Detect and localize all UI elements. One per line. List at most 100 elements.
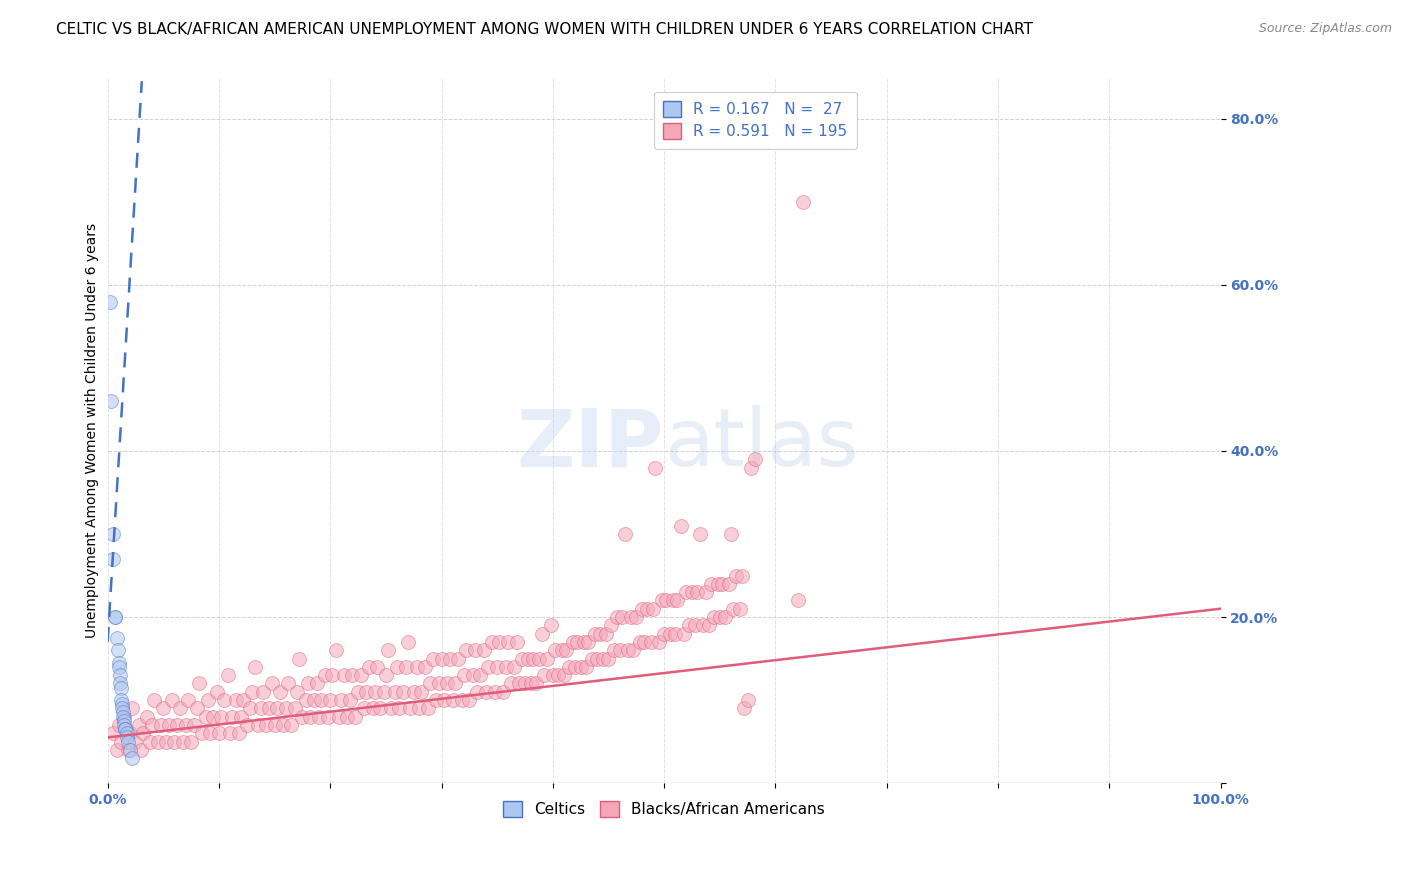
Point (194, 709, 217, 723)
Point (364, 684, 387, 698)
Point (332, 668, 354, 682)
Point (522, 651, 544, 665)
Point (508, 676, 530, 690)
Point (297, 676, 319, 690)
Point (350, 668, 373, 682)
Point (302, 693, 325, 707)
Point (703, 610, 725, 624)
Point (464, 643, 486, 657)
Point (540, 618, 562, 632)
Point (111, 701, 134, 715)
Point (380, 701, 402, 715)
Point (388, 701, 411, 715)
Point (396, 635, 419, 649)
Point (644, 460, 666, 475)
Point (588, 626, 610, 640)
Point (422, 651, 444, 665)
Point (117, 734, 139, 748)
Point (174, 718, 197, 732)
Point (374, 668, 396, 682)
Point (733, 701, 755, 715)
Point (533, 668, 555, 682)
Point (373, 684, 395, 698)
Point (280, 718, 302, 732)
Point (180, 734, 202, 748)
Point (740, 460, 762, 475)
Point (308, 709, 330, 723)
Point (444, 676, 467, 690)
Point (695, 585, 717, 599)
Point (395, 660, 418, 674)
Point (135, 709, 157, 723)
Point (111, 697, 134, 711)
Point (112, 718, 135, 732)
Point (621, 643, 644, 657)
Point (103, 726, 125, 740)
Point (617, 643, 640, 657)
Point (529, 651, 551, 665)
Point (103, 527, 125, 541)
Point (731, 568, 754, 582)
Point (744, 452, 766, 467)
Point (651, 593, 673, 607)
Point (336, 709, 359, 723)
Point (544, 643, 567, 657)
Point (186, 701, 208, 715)
Point (441, 693, 464, 707)
Point (316, 709, 339, 723)
Point (652, 626, 675, 640)
Point (477, 660, 499, 674)
Point (208, 726, 231, 740)
Point (655, 593, 678, 607)
Point (628, 635, 651, 649)
Point (169, 701, 191, 715)
Point (792, 194, 814, 209)
Point (399, 701, 422, 715)
Point (104, 610, 127, 624)
Point (354, 684, 377, 698)
Point (166, 718, 188, 732)
Point (266, 701, 288, 715)
Point (115, 731, 138, 745)
Point (284, 701, 307, 715)
Point (139, 734, 162, 748)
Point (484, 684, 506, 698)
Point (669, 518, 692, 533)
Point (630, 601, 652, 615)
Point (640, 635, 662, 649)
Text: atlas: atlas (664, 405, 859, 483)
Point (472, 643, 495, 657)
Point (110, 681, 132, 695)
Point (110, 734, 132, 748)
Point (305, 676, 328, 690)
Point (436, 676, 458, 690)
Point (152, 701, 174, 715)
Point (678, 618, 700, 632)
Point (118, 743, 141, 757)
Point (269, 684, 291, 698)
Point (339, 693, 361, 707)
Point (291, 709, 314, 723)
Point (235, 718, 257, 732)
Point (517, 651, 540, 665)
Point (425, 693, 447, 707)
Point (647, 635, 669, 649)
Point (228, 726, 250, 740)
Point (321, 668, 343, 682)
Point (633, 635, 655, 649)
Point (470, 668, 492, 682)
Point (155, 734, 177, 748)
Point (217, 668, 239, 682)
Point (239, 701, 262, 715)
Point (495, 660, 517, 674)
Point (117, 743, 139, 757)
Point (183, 718, 205, 732)
Point (502, 660, 524, 674)
Point (689, 527, 711, 541)
Point (384, 684, 406, 698)
Point (107, 660, 129, 674)
Point (641, 601, 664, 615)
Point (132, 726, 155, 740)
Point (575, 660, 598, 674)
Point (709, 610, 731, 624)
